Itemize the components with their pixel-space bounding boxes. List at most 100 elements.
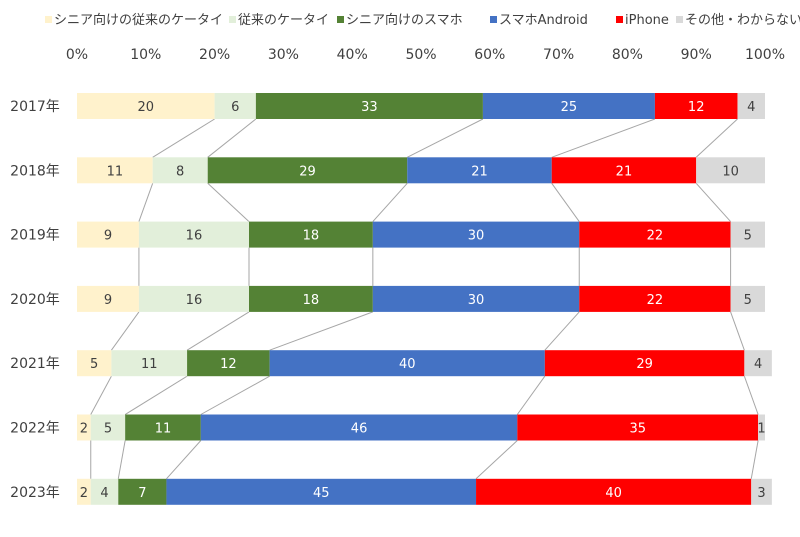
- series-lines: [90, 118, 759, 480]
- bar-rect: [476, 478, 752, 505]
- bar-rect: [77, 285, 139, 312]
- bar-segment: 30: [372, 285, 580, 312]
- bar-segment: 22: [579, 285, 731, 312]
- bar-rect: [579, 221, 731, 248]
- bar-rect: [125, 414, 201, 441]
- bars: 20 6 33 25 12 411 8 29 21 21 109 16 18 30 22 59 16 18 30 22…: [77, 93, 772, 505]
- bar-segment: 2: [77, 414, 91, 441]
- x-tick-label: 30%: [268, 47, 299, 63]
- data-label: 2: [80, 422, 88, 437]
- data-label: 33: [361, 100, 378, 115]
- bar-rect: [372, 285, 580, 312]
- data-label: 40: [605, 486, 622, 501]
- legend-swatch: [490, 16, 497, 23]
- series-line: [730, 311, 745, 351]
- bar-rect: [730, 285, 765, 312]
- category-label: 2020年: [10, 292, 60, 308]
- legend-label: iPhone: [625, 13, 669, 28]
- data-label: 5: [744, 229, 752, 244]
- legend-item: シニア向けのスマホ: [337, 12, 463, 28]
- data-label: 18: [303, 293, 320, 308]
- data-label: 12: [688, 100, 705, 115]
- legend-swatch: [676, 16, 683, 23]
- data-label: 8: [176, 164, 184, 179]
- bar-segment: 25: [482, 93, 655, 119]
- series-line: [475, 440, 518, 480]
- bar-segment: 4: [90, 478, 119, 505]
- legend-label: シニア向けのスマホ: [346, 12, 463, 28]
- data-label: 10: [722, 164, 739, 179]
- bar-rect: [744, 350, 772, 377]
- bar-segment: 30: [372, 221, 580, 248]
- x-tick-label: 100%: [745, 47, 785, 63]
- x-tick-label: 40%: [337, 47, 368, 63]
- x-tick-label: 0%: [66, 47, 88, 63]
- bar-rect: [111, 350, 188, 377]
- bar-segment: 5: [730, 221, 765, 248]
- bar-segment: 8: [152, 157, 208, 184]
- data-label: 11: [107, 164, 124, 179]
- bar-segment: 3: [751, 478, 772, 505]
- legend-swatch: [616, 16, 623, 23]
- series-line: [743, 376, 759, 415]
- x-tick-label: 70%: [543, 47, 574, 63]
- series-line: [551, 118, 656, 158]
- x-tick-label: 50%: [405, 47, 436, 63]
- data-label: 21: [471, 164, 488, 179]
- series-line: [138, 183, 154, 222]
- category-label: 2017年: [10, 99, 60, 115]
- data-label: 30: [468, 293, 485, 308]
- data-label: 5: [744, 293, 752, 308]
- bar-segment: 11: [111, 350, 188, 377]
- bar-rect: [77, 350, 112, 377]
- bar-segment: 5: [730, 285, 765, 312]
- bar-rect: [758, 414, 765, 441]
- data-label: 29: [636, 357, 653, 372]
- bar-segment: 40: [269, 350, 545, 377]
- bar-rect: [696, 157, 765, 184]
- data-label: 25: [561, 100, 578, 115]
- series-line: [372, 182, 408, 222]
- category-label: 2022年: [10, 421, 60, 437]
- data-label: 40: [399, 357, 416, 372]
- data-label: 22: [647, 229, 664, 244]
- category-label: 2021年: [10, 356, 60, 372]
- bar-segment: 35: [517, 414, 759, 441]
- data-label: 18: [303, 229, 320, 244]
- data-label: 16: [186, 229, 203, 244]
- bar-rect: [77, 478, 91, 505]
- bar-segment: 4: [737, 93, 765, 119]
- series-line: [551, 183, 580, 222]
- data-label: 20: [138, 100, 155, 115]
- x-tick-label: 60%: [474, 47, 505, 63]
- legend-item: iPhone: [616, 13, 669, 28]
- category-label: 2019年: [10, 228, 60, 244]
- x-axis-ticks: 0% 10% 20% 30% 40% 50% 60% 70% 80% 90% 100%: [66, 47, 785, 63]
- x-tick-label: 20%: [199, 47, 230, 63]
- bar-segment: 18: [249, 221, 373, 248]
- series-line: [544, 311, 580, 351]
- data-label: 11: [141, 357, 158, 372]
- legend-label: スマホAndroid: [499, 13, 588, 28]
- x-tick-label: 80%: [612, 47, 643, 63]
- bar-segment: 12: [187, 350, 270, 377]
- bar-rect: [544, 350, 745, 377]
- bar-segment: 40: [476, 478, 752, 505]
- category-label: 2023年: [10, 485, 60, 501]
- data-label: 4: [747, 100, 755, 115]
- bar-segment: 21: [407, 157, 552, 184]
- bar-rect: [654, 93, 738, 119]
- data-label: 4: [754, 357, 762, 372]
- bar-segment: 5: [90, 414, 126, 441]
- series-line: [152, 118, 215, 158]
- bar-segment: 16: [138, 285, 249, 312]
- bar-rect: [551, 157, 697, 184]
- bar-segment: 6: [214, 93, 256, 119]
- bar-segment: 20: [77, 93, 215, 119]
- legend-item: 従来のケータイ: [229, 13, 329, 28]
- bar-rect: [214, 93, 256, 119]
- x-tick-label: 90%: [681, 47, 712, 63]
- data-label: 21: [616, 164, 633, 179]
- bar-rect: [77, 157, 153, 184]
- bar-segment: 18: [249, 285, 373, 312]
